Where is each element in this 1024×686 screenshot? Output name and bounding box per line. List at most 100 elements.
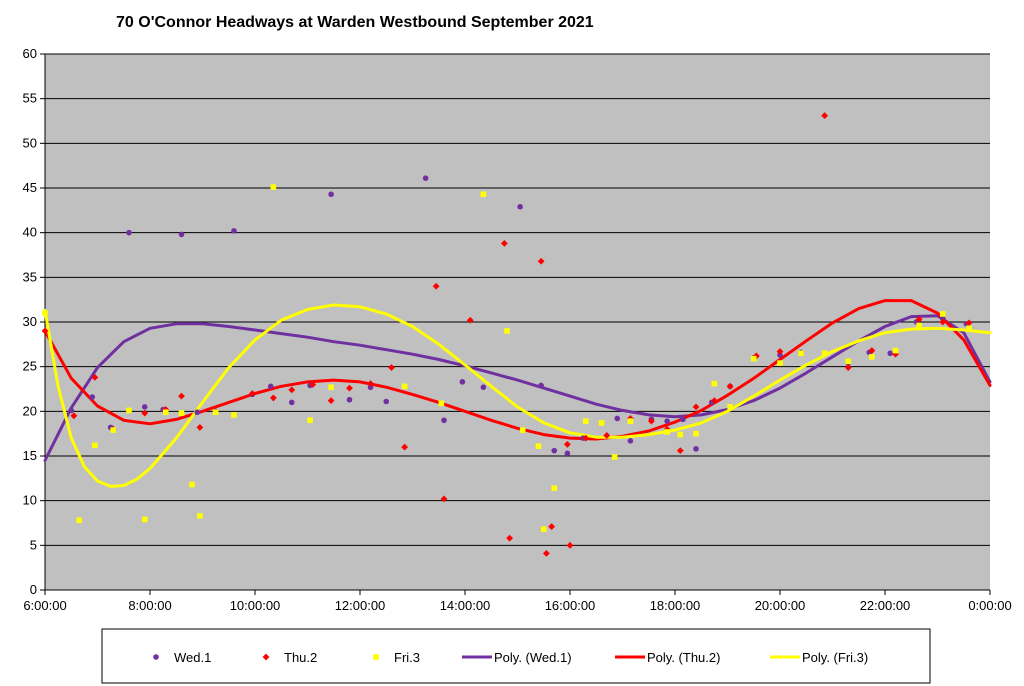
point-fri-3 — [677, 431, 684, 438]
y-tick-label: 0 — [30, 582, 37, 597]
point-fri-3 — [540, 526, 547, 533]
point-wed-1 — [346, 396, 353, 403]
point-fri-3 — [92, 442, 98, 449]
point-fri-3 — [598, 420, 605, 426]
point-fri-3 — [231, 412, 237, 418]
point-thu-2 — [542, 549, 550, 557]
point-wed-1 — [422, 175, 429, 181]
point-wed-1 — [627, 438, 634, 444]
point-thu-2 — [440, 495, 448, 503]
point-thu-2 — [603, 432, 611, 439]
y-tick-label: 15 — [23, 448, 37, 463]
legend-swatch-wed-1 — [153, 654, 159, 660]
point-wed-1 — [383, 398, 390, 405]
point-thu-2 — [566, 541, 574, 549]
point-thu-2 — [367, 380, 374, 388]
point-fri-3 — [328, 384, 334, 391]
point-wed-1 — [693, 446, 699, 452]
point-thu-2 — [506, 534, 514, 542]
point-fri-3 — [307, 417, 313, 424]
legend-swatch-fri-3 — [373, 654, 379, 660]
x-tick-label: 6:00:00 — [23, 598, 66, 613]
point-fri-3 — [162, 409, 169, 416]
x-tick-label: 12:00:00 — [335, 598, 386, 613]
point-fri-3 — [270, 184, 277, 190]
point-thu-2 — [401, 443, 409, 451]
y-tick-label: 40 — [23, 225, 37, 240]
chart-title: 70 O'Connor Headways at Warden Westbound… — [116, 14, 594, 31]
point-thu-2 — [710, 397, 718, 405]
point-thu-2 — [500, 239, 508, 247]
legend-swatch-thu-2 — [262, 653, 270, 661]
legend-label-fri-3: Fri.3 — [394, 650, 420, 665]
y-tick-label: 55 — [23, 91, 37, 106]
point-fri-3 — [401, 383, 408, 390]
point-fri-3 — [693, 430, 699, 437]
point-wed-1 — [538, 382, 544, 389]
x-tick-label: 16:00:00 — [545, 598, 596, 613]
point-thu-2 — [327, 397, 335, 405]
point-thu-2 — [548, 523, 556, 530]
point-fri-3 — [189, 481, 195, 488]
point-fri-3 — [438, 400, 445, 407]
point-thu-2 — [537, 257, 545, 265]
legend-label-poly-wed-1: Poly. (Wed.1) — [494, 650, 572, 665]
point-thu-2 — [776, 348, 784, 355]
y-tick-label: 25 — [23, 359, 37, 374]
legend-label-thu-2: Thu.2 — [284, 650, 317, 665]
point-thu-2 — [432, 282, 440, 290]
point-fri-3 — [551, 485, 558, 491]
point-thu-2 — [582, 434, 590, 442]
point-fri-3 — [750, 355, 757, 362]
point-fri-3 — [777, 360, 783, 366]
point-wed-1 — [328, 191, 334, 198]
point-fri-3 — [480, 191, 487, 198]
point-wed-1 — [480, 384, 487, 391]
point-thu-2 — [269, 394, 277, 402]
trendline-poly-wed-1 — [43, 314, 992, 462]
point-thu-2 — [915, 315, 923, 323]
point-fri-3 — [892, 347, 899, 354]
point-fri-3 — [110, 427, 117, 433]
y-tick-label: 10 — [23, 493, 37, 508]
point-wed-1 — [887, 350, 894, 357]
point-wed-1 — [939, 315, 946, 322]
point-wed-1 — [194, 409, 201, 416]
point-wed-1 — [367, 384, 374, 391]
grid-lines — [45, 53, 990, 546]
y-tick-label: 45 — [23, 180, 37, 195]
point-wed-1 — [517, 203, 523, 210]
point-fri-3 — [42, 310, 48, 316]
point-thu-2 — [868, 347, 876, 354]
point-thu-2 — [178, 392, 185, 400]
point-wed-1 — [777, 352, 783, 358]
point-thu-2 — [466, 316, 474, 324]
point-thu-2 — [346, 384, 353, 392]
point-wed-1 — [564, 450, 571, 457]
point-fri-3 — [504, 328, 510, 334]
point-thu-2 — [821, 112, 829, 120]
point-wed-1 — [89, 394, 96, 400]
trendline-poly-thu-2 — [43, 299, 992, 441]
point-fri-3 — [798, 350, 804, 357]
point-wed-1 — [614, 415, 621, 422]
point-thu-2 — [388, 364, 395, 371]
point-fri-3 — [197, 513, 203, 519]
point-fri-3 — [664, 429, 670, 435]
point-wed-1 — [441, 417, 447, 424]
tick-labels: 0 5 10 15 20 25 30 35 40 45 50 55 60 6:00:00 8:00:00 10… — [23, 46, 1012, 613]
point-fri-3 — [582, 418, 589, 424]
legend-label-wed-1: Wed.1 — [174, 650, 211, 665]
point-thu-2 — [248, 390, 256, 397]
point-thu-2 — [309, 381, 317, 388]
point-thu-2 — [939, 318, 947, 326]
x-tick-label: 14:00:00 — [440, 598, 491, 613]
x-tick-label: 8:00:00 — [128, 598, 171, 613]
point-wed-1 — [680, 416, 686, 423]
y-tick-label: 60 — [23, 46, 37, 61]
point-fri-3 — [845, 358, 852, 365]
point-thu-2 — [141, 409, 149, 417]
legend-label-poly-thu-2: Poly. (Thu.2) — [647, 650, 720, 665]
data-points — [41, 112, 973, 557]
